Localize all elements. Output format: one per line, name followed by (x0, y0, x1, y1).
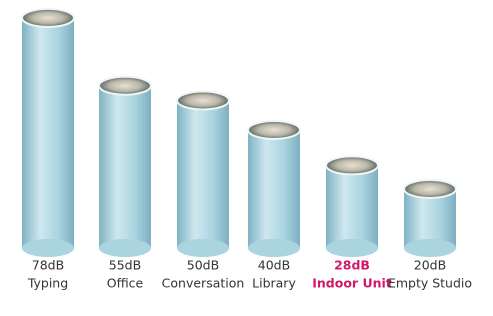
cylinder-bottom (22, 239, 74, 257)
category-label: Library (252, 276, 296, 291)
category-label: Conversation (162, 276, 245, 291)
bar (177, 101, 229, 249)
bar (248, 130, 300, 248)
cylinder-bottom (177, 239, 229, 257)
cylinder-top (22, 9, 74, 27)
category-label: Typing (27, 276, 68, 291)
chart: 78dB Typing 55dB Office 50dB Conversation 40dB… (0, 0, 493, 316)
page: 78dB Typing 55dB Office 50dB Conversation 40dB… (0, 0, 493, 316)
bar (326, 165, 378, 248)
category-label: Empty Studio (388, 276, 472, 291)
value-label: 50dB (187, 258, 219, 273)
cylinder-bottom (326, 239, 378, 257)
cylinder-bottom (99, 239, 151, 257)
bar (22, 18, 74, 248)
category-label: Indoor Unit (312, 276, 392, 291)
cylinder-bottom (404, 239, 456, 257)
cylinder-bottom (248, 239, 300, 257)
value-label: 40dB (258, 258, 290, 273)
value-label: 55dB (109, 258, 141, 273)
cylinder-top (326, 156, 378, 174)
value-label: 28dB (334, 258, 370, 273)
bar (99, 86, 151, 248)
cylinder-top (99, 77, 151, 95)
cylinder-top (404, 180, 456, 198)
cylinder-top (248, 121, 300, 139)
category-label: Office (107, 276, 144, 291)
value-label: 78dB (32, 258, 64, 273)
value-label: 20dB (414, 258, 446, 273)
cylinder-top (177, 92, 229, 110)
